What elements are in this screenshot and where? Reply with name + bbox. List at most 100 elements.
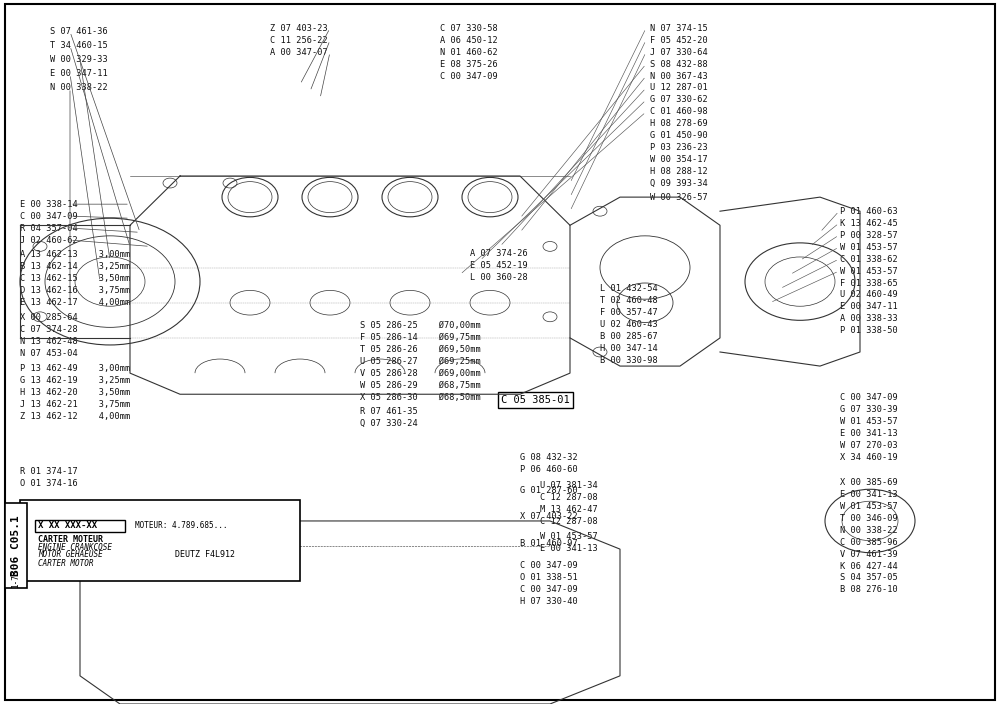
Text: J 02 460-62: J 02 460-62 [20,236,78,244]
Text: S 05 286-25    Ø70,00mm: S 05 286-25 Ø70,00mm [360,321,481,329]
Text: A 13 462-13    3,00mm: A 13 462-13 3,00mm [20,251,130,259]
Text: T 34 460-15: T 34 460-15 [50,42,108,50]
Text: O 01 338-51: O 01 338-51 [520,573,578,582]
Text: N 13 462-48: N 13 462-48 [20,337,78,346]
Text: A 00 347-07: A 00 347-07 [270,48,328,56]
Text: T 02 460-48: T 02 460-48 [600,296,658,305]
Text: E 00 341-13: E 00 341-13 [540,544,598,553]
Text: E 00 347-11: E 00 347-11 [50,70,108,78]
Text: W 05 286-29    Ø68,75mm: W 05 286-29 Ø68,75mm [360,381,481,389]
Text: H 08 278-69: H 08 278-69 [650,120,708,128]
Text: N 01 460-62: N 01 460-62 [440,48,498,56]
Text: W 01 453-57: W 01 453-57 [840,417,898,426]
Text: C 00 347-09: C 00 347-09 [520,561,578,570]
Text: V 07 461-39: V 07 461-39 [840,550,898,558]
Text: U 02 460-49: U 02 460-49 [840,291,898,299]
Text: W 01 453-57: W 01 453-57 [840,502,898,510]
Text: W 01 453-57: W 01 453-57 [840,243,898,251]
Text: D 05 452-18: D 05 452-18 [20,503,78,511]
Text: B 08 276-10: B 08 276-10 [840,586,898,594]
Text: N 00 367-43: N 00 367-43 [650,72,708,80]
Text: E 00 347-11: E 00 347-11 [840,303,898,311]
Text: P 01 460-63: P 01 460-63 [840,207,898,215]
Text: A 06 450-12: A 06 450-12 [440,36,498,44]
Text: F 05 452-20: F 05 452-20 [650,36,708,44]
Text: CARTER MOTOR: CARTER MOTOR [38,559,94,567]
Text: U 02 460-43: U 02 460-43 [600,320,658,329]
Text: W 01 453-57: W 01 453-57 [540,532,598,541]
Text: X 00 385-69: X 00 385-69 [840,478,898,486]
Text: S 08 432-88: S 08 432-88 [650,60,708,68]
Text: C 12 287-08: C 12 287-08 [540,517,598,526]
Text: C 00 385-96: C 00 385-96 [840,538,898,546]
Text: C 00 347-09: C 00 347-09 [20,212,78,220]
Text: W 07 270-03: W 07 270-03 [840,441,898,450]
Text: Z 13 462-12    4,00mm: Z 13 462-12 4,00mm [20,412,130,420]
Text: P 13 462-49    3,00mm: P 13 462-49 3,00mm [20,364,130,372]
Text: W 00 329-33: W 00 329-33 [50,56,108,64]
Text: D 13 462-16    3,75mm: D 13 462-16 3,75mm [20,287,130,295]
Text: G 08 432-32: G 08 432-32 [520,453,578,462]
Text: T 00 346-09: T 00 346-09 [840,514,898,522]
Text: MOTEUR: 4.789.685...: MOTEUR: 4.789.685... [135,522,228,530]
Text: N 07 374-15: N 07 374-15 [650,24,708,32]
Text: C 00 347-09: C 00 347-09 [520,585,578,593]
Text: N 00 338-22: N 00 338-22 [50,84,108,92]
Text: X XX XXX-XX: X XX XXX-XX [38,522,97,530]
Text: L 00 360-28: L 00 360-28 [470,273,528,282]
Text: O 01 374-16: O 01 374-16 [20,479,78,488]
Text: S 04 357-05: S 04 357-05 [840,574,898,582]
Text: E 05 452-19: E 05 452-19 [470,261,528,270]
Text: E 00 341-13: E 00 341-13 [840,429,898,438]
Text: C 05 385-01: C 05 385-01 [501,395,569,405]
Text: U 12 287-01: U 12 287-01 [650,84,708,92]
Text: R 01 374-17: R 01 374-17 [20,467,78,476]
Text: H 08 288-12: H 08 288-12 [650,168,708,176]
Text: G 07 330-39: G 07 330-39 [840,406,898,414]
Text: A 00 338-33: A 00 338-33 [840,315,898,323]
Text: X 07 403-22: X 07 403-22 [520,512,578,520]
Text: X 05 286-30    Ø68,50mm: X 05 286-30 Ø68,50mm [360,393,481,401]
Text: C 01 338-62: C 01 338-62 [840,255,898,263]
Text: Q 07 330-24: Q 07 330-24 [360,420,418,428]
Text: C 13 462-15    3,50mm: C 13 462-15 3,50mm [20,275,130,283]
Text: N 00 338-22: N 00 338-22 [840,526,898,534]
Text: W 00 326-57: W 00 326-57 [650,194,708,202]
Text: Q 09 393-34: Q 09 393-34 [650,180,708,188]
Text: L 01 432-54: L 01 432-54 [600,284,658,293]
Text: F 05 286-14    Ø69,75mm: F 05 286-14 Ø69,75mm [360,333,481,341]
Text: C 11 256-22: C 11 256-22 [270,36,328,44]
Text: R 04 357-04: R 04 357-04 [20,224,78,232]
Text: ENGINE CRANKCOSE: ENGINE CRANKCOSE [38,543,112,552]
Text: Z 07 403-23: Z 07 403-23 [270,24,328,32]
Text: E 00 338-14: E 00 338-14 [20,200,78,208]
Text: C 12 287-08: C 12 287-08 [540,494,598,502]
Text: S 07 461-36: S 07 461-36 [50,27,108,36]
Text: V 05 286-28    Ø69,00mm: V 05 286-28 Ø69,00mm [360,369,481,377]
Text: H 13 462-20    3,50mm: H 13 462-20 3,50mm [20,388,130,396]
Text: P 00 328-57: P 00 328-57 [840,231,898,239]
Text: X 00 285-64: X 00 285-64 [20,313,78,322]
Text: C 00 347-09: C 00 347-09 [440,72,498,80]
Text: K 06 427-44: K 06 427-44 [840,562,898,570]
Text: K 13 462-45: K 13 462-45 [840,219,898,227]
Text: C 07 374-28: C 07 374-28 [20,325,78,334]
Bar [5,503,27,588]
Text: U 07 381-34: U 07 381-34 [540,482,598,490]
Text: E 00 341-13: E 00 341-13 [840,490,898,498]
Text: B 00 330-98: B 00 330-98 [600,356,658,365]
Text: B06 C05.1: B06 C05.1 [11,515,21,576]
Text: B 13 462-14    3,25mm: B 13 462-14 3,25mm [20,263,130,271]
Text: E 13 462-17    4,00mm: E 13 462-17 4,00mm [20,298,130,307]
Text: G 01 287-60: G 01 287-60 [520,486,578,495]
Text: M 13 462-47: M 13 462-47 [540,505,598,514]
Text: P 01 338-50: P 01 338-50 [840,327,898,335]
Text: J 07 330-64: J 07 330-64 [650,48,708,56]
Text: F 01 338-65: F 01 338-65 [840,279,898,287]
Text: G 01 450-90: G 01 450-90 [650,132,708,140]
Text: G 13 462-19    3,25mm: G 13 462-19 3,25mm [20,376,130,384]
Text: T 05 286-26    Ø69,50mm: T 05 286-26 Ø69,50mm [360,345,481,353]
Text: H 07 330-40: H 07 330-40 [520,597,578,605]
Text: A 07 374-26: A 07 374-26 [470,249,528,258]
Text: E 08 375-26: E 08 375-26 [440,60,498,68]
